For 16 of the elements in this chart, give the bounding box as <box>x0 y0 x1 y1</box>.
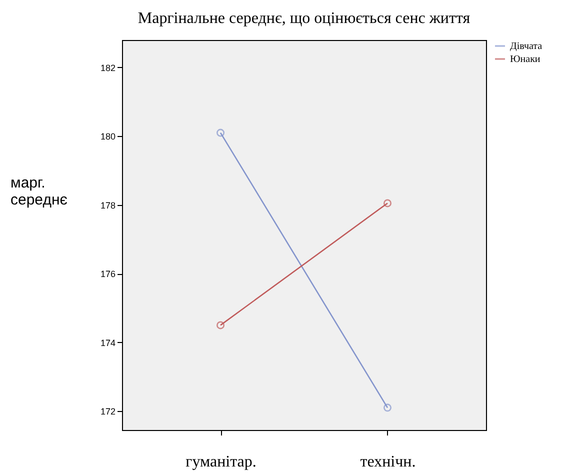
y-tick-label: 176 <box>100 269 116 280</box>
x-tick-label: технічн. <box>360 454 416 470</box>
legend-label: Дівчата <box>510 41 543 52</box>
y-tick-label: 182 <box>100 62 116 73</box>
x-tick-label: гуманітар. <box>186 454 256 470</box>
point <box>383 199 392 208</box>
point <box>383 404 392 412</box>
point <box>216 321 225 330</box>
point <box>216 128 225 137</box>
y-tick-label: 180 <box>100 132 116 142</box>
y-axis-title: марг. середнє <box>10 174 68 208</box>
legend-label: Юнаки <box>510 54 541 65</box>
chart-title: Маргінальне середнє, що оцінюється сенс життя <box>138 10 471 27</box>
y-tick-label: 172 <box>100 406 116 417</box>
y-tick-label: 174 <box>100 338 116 348</box>
y-tick-label: 178 <box>100 200 116 210</box>
